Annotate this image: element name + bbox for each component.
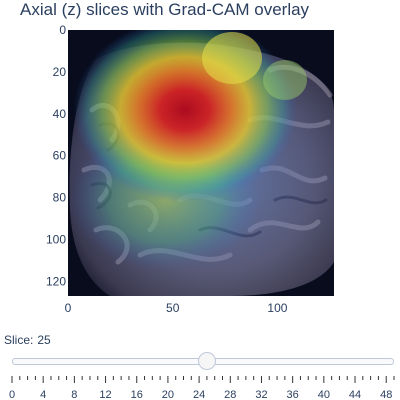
slider-tick-label: 32 [255,389,267,400]
slider-tick-label: 48 [380,389,392,400]
slider-current-value-label: Slice: 25 [4,332,51,348]
y-tick-label: 80 [53,191,67,205]
slider-tick-label: 20 [162,389,174,400]
y-tick-label: 100 [46,232,66,246]
heatmap-plot[interactable]: 0 20 40 60 80 100 120 0 50 100 [0,0,400,330]
y-tick-label: 120 [46,274,66,288]
slider-label-prefix: Slice: [4,333,34,347]
slider-handle[interactable] [197,352,216,370]
slider-tick-label: 16 [131,389,143,400]
slider-tick-label: 36 [287,389,299,400]
y-tick-label: 40 [53,107,67,121]
slider-value: 25 [37,333,51,347]
slider-tick-label: 12 [99,389,111,400]
slider-tick-label: 8 [71,389,77,400]
slider-tick-label: 0 [9,389,15,400]
y-tick-label: 60 [53,149,67,163]
x-tick-label: 0 [65,301,72,315]
slider-tick-label: 44 [349,389,361,400]
slider-tick-label: 28 [224,389,236,400]
slider-tick-label: 24 [193,389,205,400]
x-axis: 0 50 100 [65,301,288,315]
slider-tick-label: 40 [318,389,330,400]
heatmap-image [68,30,334,296]
chart-title: Axial (z) slices with Grad-CAM overlay [20,0,310,19]
slider-tick-label: 4 [40,389,46,400]
y-tick-label: 0 [59,23,66,37]
y-axis: 0 20 40 60 80 100 120 [46,23,66,288]
x-tick-label: 100 [267,301,287,315]
x-tick-label: 50 [166,301,180,315]
slider-tick-axis: 0 4 8 12 16 20 24 28 32 36 40 44 48 [9,376,395,400]
y-tick-label: 20 [53,65,67,79]
